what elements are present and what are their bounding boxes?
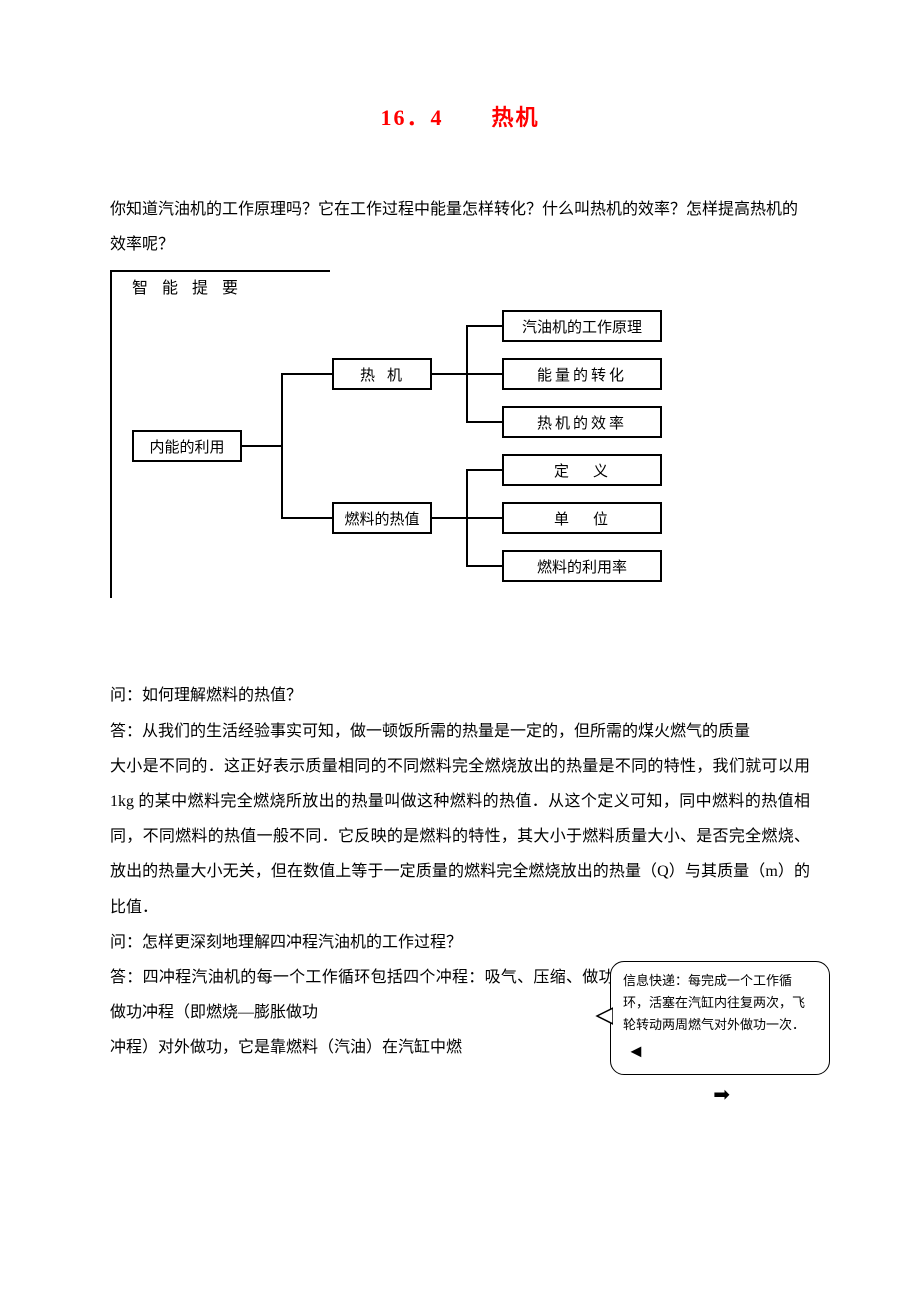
qa-line: 大小是不同的．这正好表示质量相同的不同燃料完全燃烧放出的热量是不同的特性，我们就… — [110, 749, 810, 925]
tree-mid-1: 热机 — [332, 358, 432, 390]
page-title: 16．4 热机 — [110, 100, 810, 132]
tree-leaf-4: 定义 — [502, 454, 662, 486]
tree-leaf-3: 热机的效率 — [502, 406, 662, 438]
tree-leaf-1: 汽油机的工作原理 — [502, 310, 662, 342]
arrow-left-icon: ◄ — [627, 1041, 645, 1061]
intro-paragraph: 你知道汽油机的工作原理吗？它在工作过程中能量怎样转化？什么叫热机的效率？怎样提高… — [110, 192, 810, 262]
qa-line: 问：怎样更深刻地理解四冲程汽油机的工作过程？ — [110, 925, 810, 960]
tree-leaf-6: 燃料的利用率 — [502, 550, 662, 582]
callout-tail-icon — [595, 1006, 613, 1026]
document-page: 16．4 热机 你知道汽油机的工作原理吗？它在工作过程中能量怎样转化？什么叫热机… — [0, 0, 920, 1125]
callout-text: 信息快递：每完成一个工作循环，活塞在汽缸内往复两次，飞轮转动两周燃气对外做功一次… — [623, 973, 805, 1032]
qa-line: 问：如何理解燃料的热值？ — [110, 678, 810, 713]
diagram-container: 内能的利用 热机 燃料的热值 汽油机的工作原理 能量的转化 热机的效率 定义 单… — [110, 298, 810, 598]
info-callout: 信息快递：每完成一个工作循环，活塞在汽缸内往复两次，飞轮转动两周燃气对外做功一次… — [610, 961, 830, 1076]
tree-diagram: 内能的利用 热机 燃料的热值 汽油机的工作原理 能量的转化 热机的效率 定义 单… — [132, 298, 692, 598]
section-label: 智能提要 — [110, 270, 330, 298]
tree-root: 内能的利用 — [132, 430, 242, 462]
tree-mid-2: 燃料的热值 — [332, 502, 432, 534]
arrow-down-icon: ➡ — [713, 1082, 730, 1107]
qa-line: 冲程）对外做功，它是靠燃料（汽油）在汽缸中燃 — [110, 1030, 502, 1065]
tree-leaf-2: 能量的转化 — [502, 358, 662, 390]
tree-leaf-5: 单位 — [502, 502, 662, 534]
qa-line: 答：从我们的生活经验事实可知，做一顿饭所需的热量是一定的，但所需的煤火燃气的质量 — [110, 714, 810, 749]
